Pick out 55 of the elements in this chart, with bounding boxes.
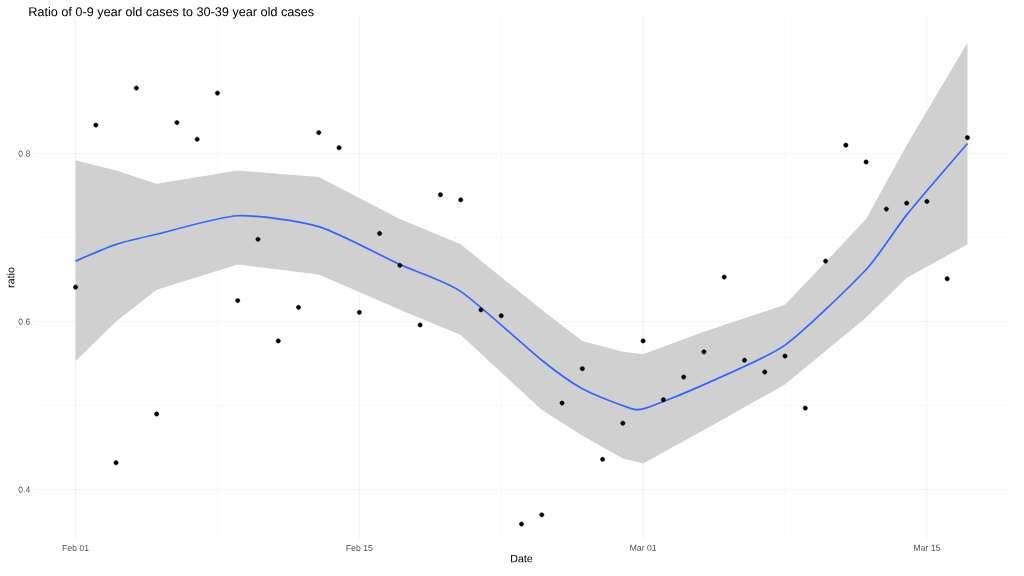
point	[782, 353, 788, 359]
y-tick-label: 0.8	[18, 150, 30, 157]
point	[255, 236, 261, 242]
point	[681, 374, 687, 380]
y-tick-label: 0.6	[18, 318, 30, 325]
point	[965, 135, 970, 141]
point	[215, 90, 220, 96]
point	[600, 456, 605, 462]
point	[235, 298, 241, 303]
point	[174, 120, 180, 125]
point	[721, 274, 727, 280]
point	[73, 284, 78, 290]
point	[478, 307, 484, 313]
point	[194, 136, 200, 142]
point	[356, 309, 362, 315]
x-axis-title: Date	[511, 554, 533, 563]
chart-title: Ratio of 0-9 year old cases to 30-39 year old cases	[29, 6, 314, 19]
point	[458, 197, 464, 203]
point	[863, 159, 869, 165]
point	[823, 258, 828, 264]
point	[579, 366, 585, 372]
point	[438, 192, 443, 198]
point	[275, 338, 281, 344]
point	[519, 521, 524, 527]
point	[883, 206, 889, 212]
point	[944, 276, 950, 282]
y-tick-label: 0.4	[18, 486, 31, 493]
point	[377, 230, 383, 236]
x-tick-label: Mar 01	[630, 544, 657, 551]
point	[640, 338, 646, 344]
point	[843, 142, 849, 148]
point	[539, 512, 545, 518]
point	[93, 122, 99, 128]
point	[904, 200, 910, 206]
point	[133, 85, 139, 91]
point	[417, 322, 423, 328]
point	[924, 199, 930, 204]
point	[802, 405, 808, 411]
point	[113, 460, 119, 466]
x-tick-label: Mar 15	[914, 544, 941, 551]
point	[296, 304, 301, 310]
x-tick-label: Feb 15	[346, 544, 373, 552]
point	[661, 397, 666, 403]
point	[620, 420, 626, 426]
point	[316, 130, 322, 135]
point	[762, 369, 768, 375]
point	[559, 400, 565, 406]
x-tick-label: Feb 01	[62, 544, 89, 552]
point	[154, 411, 160, 417]
point	[701, 349, 707, 355]
point	[336, 145, 342, 151]
point	[498, 313, 504, 319]
point	[397, 262, 403, 268]
y-axis-title: ratio	[6, 267, 15, 288]
point	[742, 357, 747, 363]
